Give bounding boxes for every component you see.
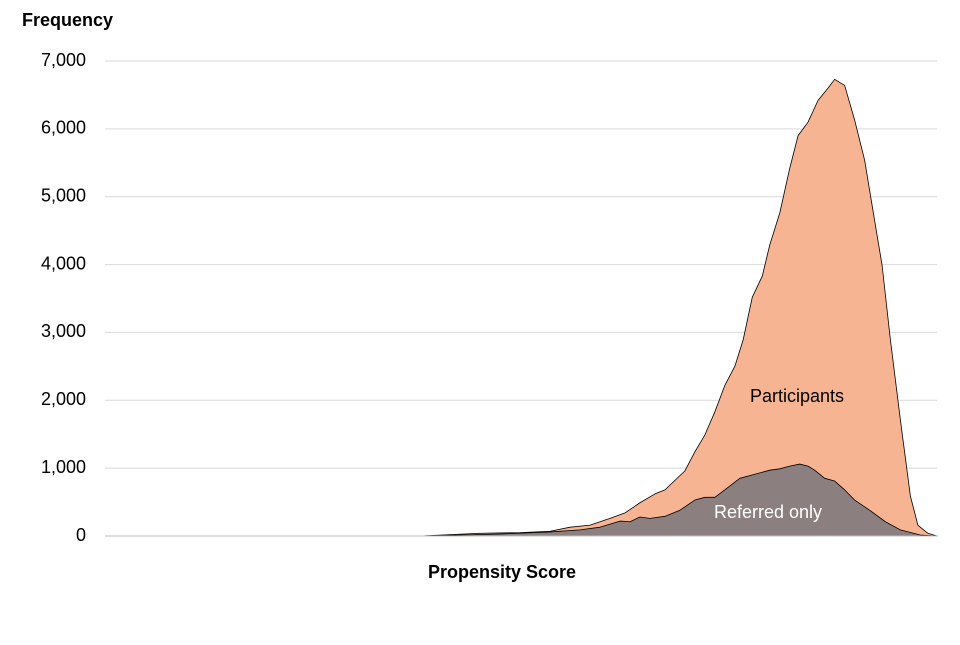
x-axis-title: Propensity Score — [428, 562, 576, 582]
y-tick-label: 4,000 — [41, 253, 86, 273]
y-tick-label: 6,000 — [41, 118, 86, 138]
y-tick-label: 7,000 — [41, 50, 86, 70]
y-tick-label: 5,000 — [41, 185, 86, 205]
area — [177, 463, 938, 537]
y-tick-label: 0 — [76, 525, 86, 545]
series-label: Referred only — [714, 502, 822, 522]
series-label: Participants — [750, 386, 844, 406]
area — [177, 78, 938, 537]
y-axis-title: Frequency — [22, 10, 113, 30]
y-tick-label: 2,000 — [41, 389, 86, 409]
y-tick-label: 1,000 — [41, 457, 86, 477]
y-tick-label: 3,000 — [41, 321, 86, 341]
